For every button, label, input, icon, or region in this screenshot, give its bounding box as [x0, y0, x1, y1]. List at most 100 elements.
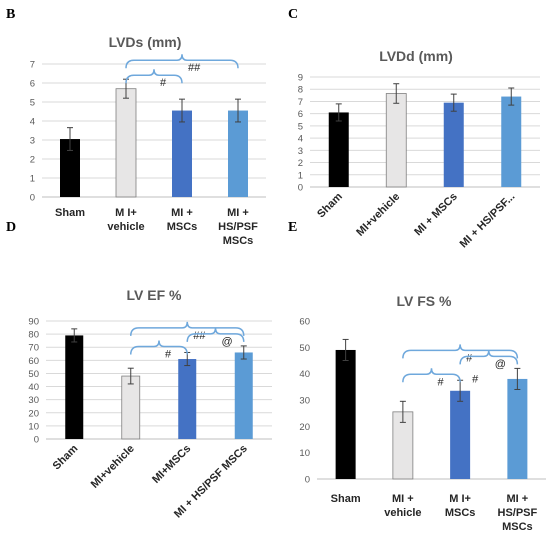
chart-title-lvdd: LVDd (mm) [379, 48, 453, 64]
y-tick-label: 4 [298, 134, 303, 145]
bar [65, 335, 84, 439]
y-tick-label: 60 [28, 356, 39, 367]
chart-lvef: 0 10 20 30 40 50 60 70 80 90 Sham MI+vehicle MI+MSCs… [28, 317, 272, 520]
y-tick-label: 7 [298, 97, 303, 108]
y-tick-label: 6 [298, 109, 303, 120]
y-tick-label: 4 [30, 117, 35, 128]
y-tick-label: 40 [299, 369, 310, 380]
category-label: Sham [331, 493, 361, 505]
y-tick-label: 7 [30, 60, 35, 71]
category-label: MI + MSCs [412, 191, 460, 239]
y-tick-label: 80 [28, 330, 39, 341]
bar [507, 378, 528, 479]
bar [60, 139, 80, 197]
bar [385, 93, 407, 188]
category-label: MSCs [223, 235, 254, 247]
category-label: HS/PSF [218, 221, 258, 233]
category-label: MI + [171, 207, 193, 219]
y-tick-label: 2 [30, 155, 35, 166]
category-label: MSCs [502, 521, 533, 533]
category-label: M I+ [115, 207, 137, 219]
significance-label: # [160, 77, 167, 89]
significance-label: # [466, 352, 473, 364]
chart-title-lvds: LVDs (mm) [109, 34, 182, 50]
y-tick-label: 0 [30, 193, 35, 204]
y-tick-label: 30 [28, 395, 39, 406]
significance-label: ## [193, 330, 206, 342]
y-tick-label: 5 [30, 98, 35, 109]
category-label: MSCs [167, 221, 198, 233]
y-tick-label: 3 [30, 136, 35, 147]
chart-title-lvef: LV EF % [127, 287, 183, 303]
category-label: HS/PSF [498, 507, 538, 519]
category-label: MI + [392, 493, 414, 505]
y-tick-label: 10 [28, 421, 39, 432]
y-tick-label: 1 [30, 174, 35, 185]
panel-label-d: D [6, 220, 16, 235]
category-label: Sham [51, 442, 81, 472]
category-label: M I+ [449, 493, 471, 505]
significance-bracket [402, 368, 461, 383]
y-tick-label: 2 [298, 158, 303, 169]
bar [178, 359, 197, 439]
bar [335, 349, 356, 479]
significance-label: # [438, 376, 445, 388]
category-label: Sham [55, 207, 85, 219]
significance-label: @ [222, 336, 233, 348]
y-tick-label: 0 [305, 475, 310, 486]
y-tick-label: 3 [298, 146, 303, 157]
bar [115, 88, 137, 198]
bar [443, 102, 464, 187]
y-tick-label: 9 [298, 73, 303, 84]
category-label: Sham [315, 190, 345, 220]
category-label: MI+vehicle [354, 191, 402, 239]
bar [121, 375, 141, 440]
category-label: MI + HS/PSF... [458, 191, 518, 251]
y-tick-label: 0 [34, 435, 39, 446]
y-tick-label: 30 [299, 396, 310, 407]
y-tick-label: 90 [28, 317, 39, 328]
category-label: MI+vehicle [89, 443, 137, 491]
significance-bracket [125, 54, 239, 69]
significance-label: ## [188, 62, 201, 74]
y-tick-label: 8 [298, 85, 303, 96]
y-tick-label: 0 [298, 183, 303, 194]
bar [328, 112, 349, 187]
significance-bracket [459, 350, 519, 365]
y-tick-label: 40 [28, 382, 39, 393]
panel-label-c: C [288, 7, 298, 22]
y-tick-label: 50 [28, 369, 39, 380]
category-label: vehicle [384, 507, 421, 519]
bar [172, 110, 192, 197]
category-label: MI+MSCs [150, 443, 193, 486]
significance-label: # [472, 373, 479, 385]
y-tick-label: 70 [28, 343, 39, 354]
category-label: MI + [507, 493, 529, 505]
bar [501, 96, 522, 187]
y-tick-label: 50 [299, 343, 310, 354]
significance-bracket [125, 69, 183, 84]
significance-bracket [402, 344, 519, 359]
significance-bracket [130, 340, 188, 355]
category-label: MSCs [445, 507, 476, 519]
y-tick-label: 20 [299, 422, 310, 433]
category-label: vehicle [107, 221, 144, 233]
y-tick-label: 10 [299, 448, 310, 459]
chart-lvds: 0 1 2 3 4 5 6 7 Sham M I+ vehicle MI + MSCs MI + HS/PS… [30, 54, 266, 247]
y-tick-label: 20 [28, 408, 39, 419]
y-tick-label: 5 [298, 121, 303, 132]
category-label: MI + [227, 207, 249, 219]
chart-lvfs: 0 10 20 30 40 50 60 Sham MI + vehicle M I+ MSCs MI +… [299, 317, 546, 533]
y-tick-label: 6 [30, 79, 35, 90]
significance-label: # [165, 348, 172, 360]
panel-label-e: E [288, 220, 297, 235]
chart-title-lvfs: LV FS % [397, 293, 453, 309]
y-tick-label: 1 [298, 170, 303, 181]
significance-label: @ [495, 358, 506, 370]
y-tick-label: 60 [299, 317, 310, 328]
bar [450, 390, 471, 479]
bar [228, 110, 248, 197]
bar [234, 352, 253, 439]
